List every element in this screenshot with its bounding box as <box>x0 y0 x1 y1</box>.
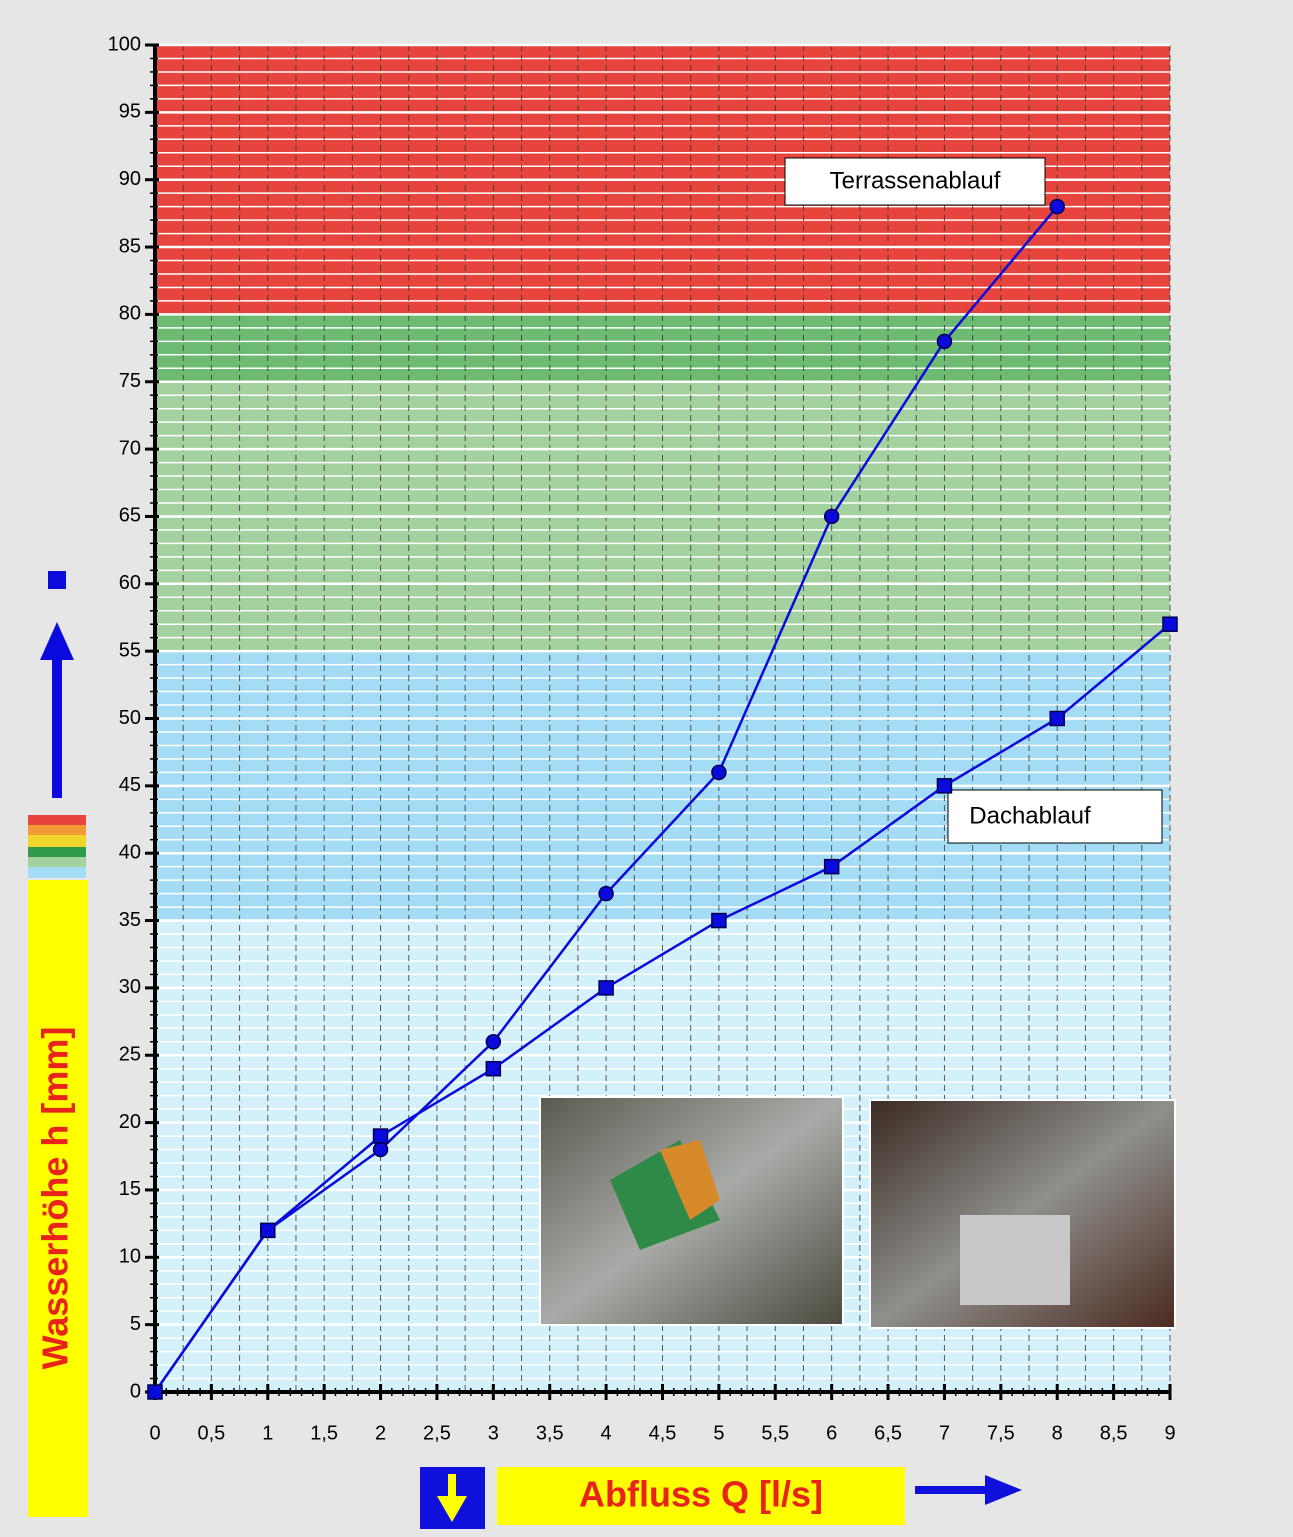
x-tick-label: 4 <box>601 1422 612 1444</box>
arrow <box>40 622 74 660</box>
point <box>711 764 727 781</box>
x-tick-label: 2 <box>375 1422 386 1444</box>
y-tick-label: 45 <box>119 774 141 796</box>
y-tick-label: 55 <box>119 639 141 661</box>
legend-swatch <box>28 835 86 847</box>
point <box>485 1060 502 1077</box>
x-tick-label: 8 <box>1052 1422 1063 1444</box>
arrow <box>985 1475 1022 1505</box>
y-tick-label: 65 <box>119 505 141 527</box>
legend-swatch <box>28 857 86 867</box>
y-tick-label: 5 <box>130 1313 141 1335</box>
point <box>936 778 953 794</box>
point <box>1049 710 1065 727</box>
x-tick-label: 1,5 <box>310 1422 338 1444</box>
legend-swatch <box>28 825 86 835</box>
y-tick-label: 50 <box>119 707 141 729</box>
y-tick-label: 70 <box>119 437 141 459</box>
x-tick-label: 0,5 <box>197 1422 225 1444</box>
point <box>598 980 614 996</box>
point <box>823 858 840 875</box>
y-tick-label: 90 <box>119 168 141 190</box>
y-tick-label: 95 <box>119 101 141 123</box>
x-tick-label: 5 <box>713 1422 724 1444</box>
y-tick-label: 85 <box>119 235 141 257</box>
x-tick-label: 8,5 <box>1100 1422 1128 1444</box>
legend-swatch <box>28 847 86 857</box>
x-tick-label: 2,5 <box>423 1422 451 1444</box>
y-tick-label: 40 <box>119 841 141 863</box>
y-tick-label: 35 <box>119 909 141 931</box>
x-tick-label: 4,5 <box>649 1422 677 1444</box>
point <box>372 1141 389 1158</box>
x-tick-label: 0 <box>149 1422 160 1444</box>
photo-detail <box>660 1140 720 1220</box>
x-tick-label: 1 <box>262 1422 273 1444</box>
point <box>936 333 953 350</box>
x-tick-label: 3,5 <box>536 1422 564 1444</box>
photo-detail <box>960 1215 1070 1305</box>
arrow <box>437 1496 467 1522</box>
point <box>1049 198 1065 215</box>
point <box>260 1222 276 1239</box>
point <box>598 885 614 902</box>
point <box>485 1034 502 1050</box>
x-tick-label: 6,5 <box>874 1422 902 1444</box>
y-tick-label: 30 <box>119 976 141 998</box>
point <box>711 912 727 929</box>
y-tick-label: 25 <box>119 1044 141 1066</box>
x-tick-label: 3 <box>488 1422 499 1444</box>
y-tick-label: 75 <box>119 370 141 392</box>
series-line <box>155 623 1170 1392</box>
x-axis-label: Abfluss Q [l/s] <box>579 1474 823 1515</box>
y-tick-label: 0 <box>130 1380 141 1402</box>
x-tick-label: 6 <box>826 1422 837 1444</box>
annotation-box <box>947 789 1163 844</box>
y-tick-label: 100 <box>108 33 141 55</box>
y-tick-label: 20 <box>119 1111 141 1133</box>
y-label-bg <box>28 880 88 1517</box>
x-tick-label: 9 <box>1164 1422 1175 1444</box>
x-tick-label: 7,5 <box>987 1422 1015 1444</box>
point <box>372 1128 389 1144</box>
y-tick-label: 80 <box>119 303 141 325</box>
x-tick-label: 7 <box>939 1422 950 1444</box>
y-tick-label: 15 <box>119 1178 141 1200</box>
point <box>147 1384 163 1400</box>
annotation-box <box>784 157 1046 206</box>
legend-swatch <box>28 815 86 825</box>
y-axis-label: Wasserhöhe h [mm] <box>35 1027 76 1370</box>
point <box>1162 616 1178 632</box>
point <box>823 508 840 525</box>
marker-icon <box>48 571 66 589</box>
x-label-bg <box>497 1467 905 1525</box>
annotation: Dachablauf <box>969 802 1091 829</box>
y-tick-label: 10 <box>119 1246 141 1268</box>
x-tick-label: 5,5 <box>761 1422 789 1444</box>
legend-swatch <box>28 867 86 878</box>
annotation: Terrassenablauf <box>830 167 1001 194</box>
y-tick-label: 60 <box>119 572 141 594</box>
